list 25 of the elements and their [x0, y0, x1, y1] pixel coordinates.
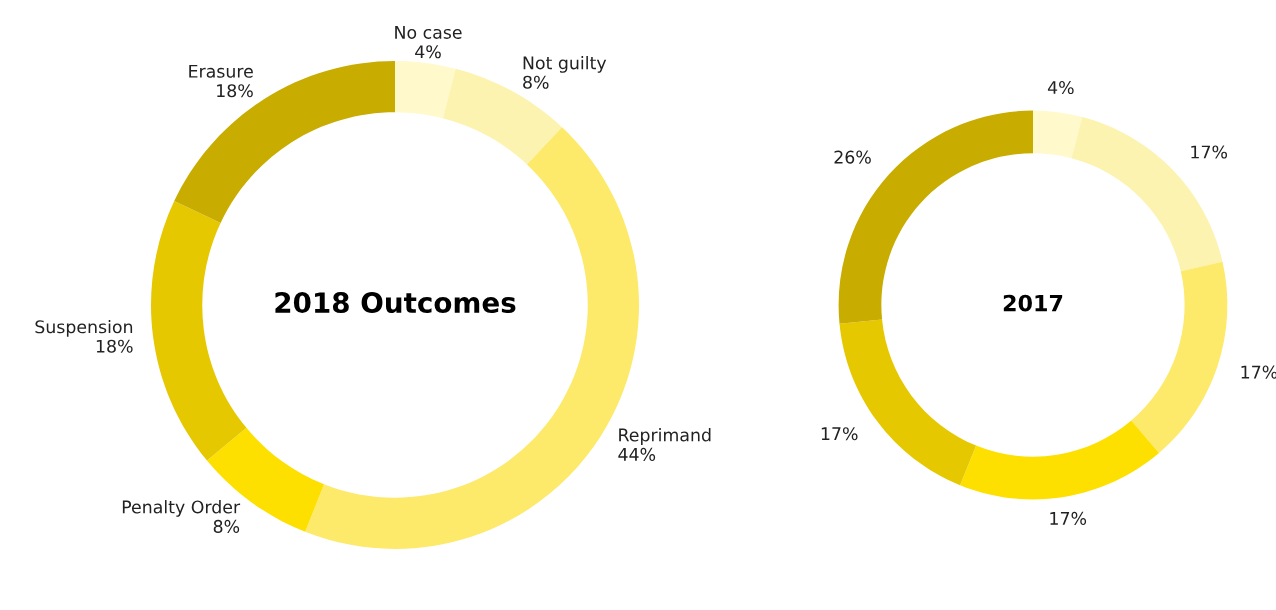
- donut-slice: [395, 61, 456, 119]
- donut-slice: [151, 201, 247, 461]
- data-label: 8%: [523, 75, 549, 89]
- data-label: 18%: [96, 339, 133, 353]
- slice-label: Penalty Order: [122, 500, 241, 517]
- slice-label: Suspension: [35, 319, 133, 337]
- donut-slice: [1033, 110, 1083, 159]
- text: 2018 Outcomes: [275, 292, 516, 314]
- slice-label: Reprimand: [619, 428, 711, 445]
- data-label: 17%: [1050, 511, 1087, 525]
- data-label: 17%: [821, 427, 858, 441]
- donut-slice: [174, 61, 395, 223]
- donut-slice: [1131, 261, 1228, 454]
- data-label: 18%: [217, 84, 253, 98]
- donut-slice: [960, 420, 1160, 500]
- data-label: 4%: [415, 45, 441, 59]
- data-label: 8%: [213, 519, 240, 533]
- data-label: 4%: [1047, 80, 1074, 95]
- text: 2017: [1003, 294, 1063, 312]
- data-label: 17%: [1191, 145, 1228, 159]
- data-label: 44%: [618, 447, 656, 461]
- slice-label: Erasure: [189, 64, 253, 78]
- slice-label: Not guilty: [523, 55, 607, 73]
- data-label: 26%: [834, 150, 871, 164]
- slice-label: No case: [395, 25, 462, 39]
